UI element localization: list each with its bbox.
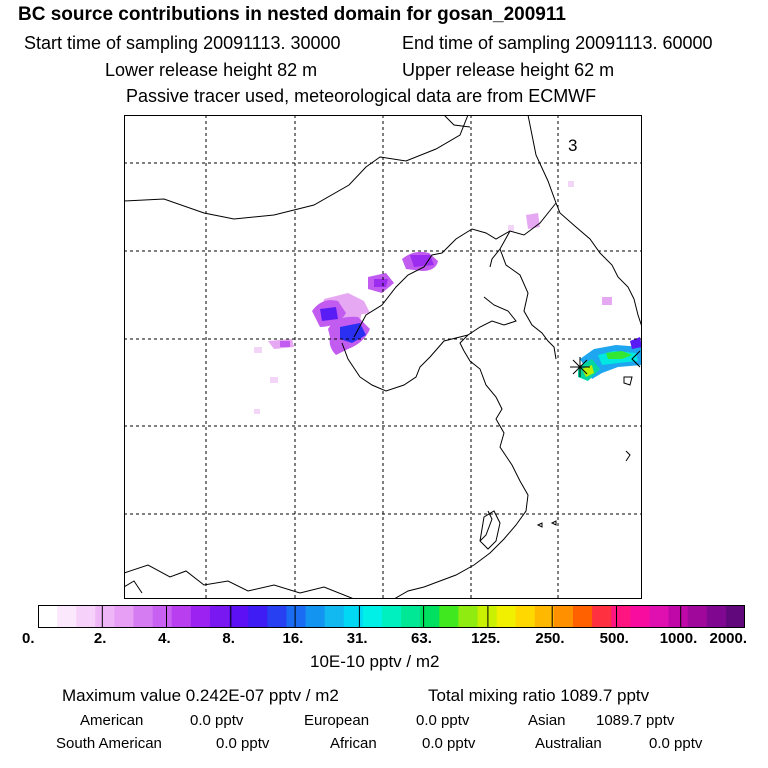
- colorbar-cell: [248, 605, 268, 628]
- colorbar-unit: 10E-10 pptv / m2: [310, 652, 440, 671]
- colorbar-cell: [381, 605, 402, 628]
- colorbar-cell: [649, 605, 670, 628]
- colorbar-cell: [611, 605, 631, 628]
- colorbar-cell: [267, 605, 288, 628]
- colorbar-cells: [38, 605, 745, 628]
- colorbar-cell: [515, 605, 536, 628]
- tracer-note: Passive tracer used, meteorological data…: [126, 86, 597, 106]
- colorbar-cell: [305, 605, 326, 628]
- colorbar-cell: [362, 605, 383, 628]
- colorbar-cell: [668, 605, 689, 628]
- colorbar-tick-label: 0.: [22, 630, 35, 647]
- region-name-african: African: [330, 735, 377, 752]
- colorbar-tick-label: 31.: [346, 630, 368, 647]
- colorbar-tick-label: 63.: [411, 630, 432, 647]
- colorbar-cell: [630, 605, 651, 628]
- colorbar-cell: [687, 605, 708, 628]
- colorbar-tick-label: 125.: [471, 630, 501, 647]
- colorbar-tick-label: 250.: [535, 630, 565, 647]
- max-value-label: Maximum value 0.242E-07 pptv / m2: [62, 686, 339, 705]
- total-mixing-ratio-label: Total mixing ratio 1089.7 pptv: [428, 686, 650, 705]
- colorbar-cell: [725, 605, 745, 628]
- colorbar-tick-label: 16.: [282, 630, 304, 647]
- colorbar-cell: [420, 605, 440, 628]
- colorbar-cell: [114, 605, 135, 628]
- colorbar-cell: [458, 605, 479, 628]
- colorbar-cell: [229, 605, 249, 628]
- colorbar-tick-label: 2000.: [709, 630, 748, 647]
- region-name-south-american: South American: [56, 735, 162, 752]
- colorbar-cell: [152, 605, 173, 628]
- colorbar-cell: [324, 605, 345, 628]
- region-value-south-american: 0.0 pptv: [216, 735, 270, 752]
- colorbar-tick-label: 2.: [93, 630, 107, 647]
- region-value-american: 0.0 pptv: [190, 712, 244, 729]
- end-time-label: End time of sampling 20091113. 60000: [402, 33, 713, 53]
- colorbar-cell: [706, 605, 727, 628]
- region-name-australian: Australian: [535, 735, 602, 752]
- lower-release-label: Lower release height 82 m: [105, 60, 318, 80]
- colorbar-cell: [553, 605, 574, 628]
- colorbar-tick-label: 1000.: [659, 630, 698, 647]
- colorbar-tick-label: 500.: [599, 630, 629, 647]
- region-value-european: 0.0 pptv: [416, 712, 470, 729]
- colorbar: [38, 605, 745, 628]
- colorbar-cell: [76, 605, 96, 628]
- colorbar-cell: [343, 605, 364, 628]
- region-name-asian: Asian: [528, 712, 566, 729]
- region-name-european: European: [304, 712, 370, 729]
- colorbar-tick-label: 4.: [158, 630, 171, 647]
- region-name-american: American: [80, 712, 144, 729]
- colorbar-cell: [477, 605, 498, 628]
- colorbar-cell: [38, 605, 58, 628]
- colorbar-cell: [57, 605, 77, 628]
- colorbar-dividers: [101, 605, 682, 628]
- region-value-asian: 1089.7 pptv: [596, 712, 675, 729]
- colorbar-cell: [95, 605, 116, 628]
- colorbar-tick-label: 8.: [222, 630, 235, 647]
- map-panel: 3: [124, 115, 642, 599]
- upper-release-label: Upper release height 62 m: [402, 60, 615, 80]
- colorbar-cell: [496, 605, 517, 628]
- concentration-plume: [254, 181, 642, 414]
- panel-number: 3: [568, 136, 577, 155]
- colorbar-cell: [209, 605, 230, 628]
- plot-title: BC source contributions in nested domain…: [18, 4, 566, 25]
- release-site-marker: [570, 357, 590, 377]
- colorbar-cell: [171, 605, 192, 628]
- colorbar-cell: [190, 605, 211, 628]
- coastlines: [124, 115, 642, 599]
- colorbar-cell: [401, 605, 421, 628]
- graticule: [124, 115, 642, 599]
- colorbar-cell: [286, 605, 307, 628]
- start-time-label: Start time of sampling 20091113. 30000: [24, 33, 341, 53]
- colorbar-cell: [439, 605, 459, 628]
- colorbar-cell: [592, 605, 612, 628]
- colorbar-cell: [534, 605, 555, 628]
- colorbar-cell: [133, 605, 154, 628]
- colorbar-cell: [573, 605, 593, 628]
- region-value-australian: 0.0 pptv: [649, 735, 703, 752]
- region-value-african: 0.0 pptv: [422, 735, 476, 752]
